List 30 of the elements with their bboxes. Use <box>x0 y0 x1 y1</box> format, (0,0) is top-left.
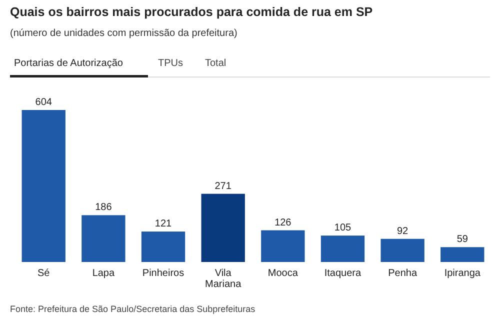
data-label: 92 <box>397 226 409 237</box>
data-label: 121 <box>154 218 172 230</box>
x-tick-label: Sé <box>37 268 50 279</box>
x-tick-label: Ipiranga <box>444 268 481 279</box>
source-note: Fonte: Prefeitura de São Paulo/Secretaria das Subprefeituras <box>10 304 256 314</box>
bar <box>141 232 186 262</box>
text: TPUs <box>158 58 183 69</box>
data-label: 186 <box>95 202 112 214</box>
bar <box>440 247 484 262</box>
data-label: 105 <box>334 222 352 234</box>
x-tick-label: Itaquera <box>324 268 362 279</box>
x-tick-label: Pinheiros <box>142 268 184 279</box>
x-tick-label: Penha <box>388 268 418 279</box>
data-label: 604 <box>35 97 52 108</box>
bar <box>22 110 66 262</box>
bar <box>380 238 424 262</box>
x-tick-label: Vila Mariana <box>205 268 242 290</box>
bar <box>201 194 245 262</box>
x-tick-label: Lapa <box>92 268 115 279</box>
data-label: 126 <box>274 217 292 228</box>
chart-title: Quais os bairros mais procurados para comida de rua em SP <box>10 5 373 19</box>
chart-subtitle: (número de unidades com permissão da prefeitura) <box>10 28 238 39</box>
bar <box>261 230 305 262</box>
bar <box>82 215 126 262</box>
data-label: 271 <box>214 180 232 192</box>
data-label: 59 <box>456 234 468 246</box>
bar <box>320 236 365 262</box>
text: Total <box>205 58 226 69</box>
text: Portarias de Autorização <box>14 58 124 69</box>
x-tick-label: Mooca <box>268 268 298 279</box>
